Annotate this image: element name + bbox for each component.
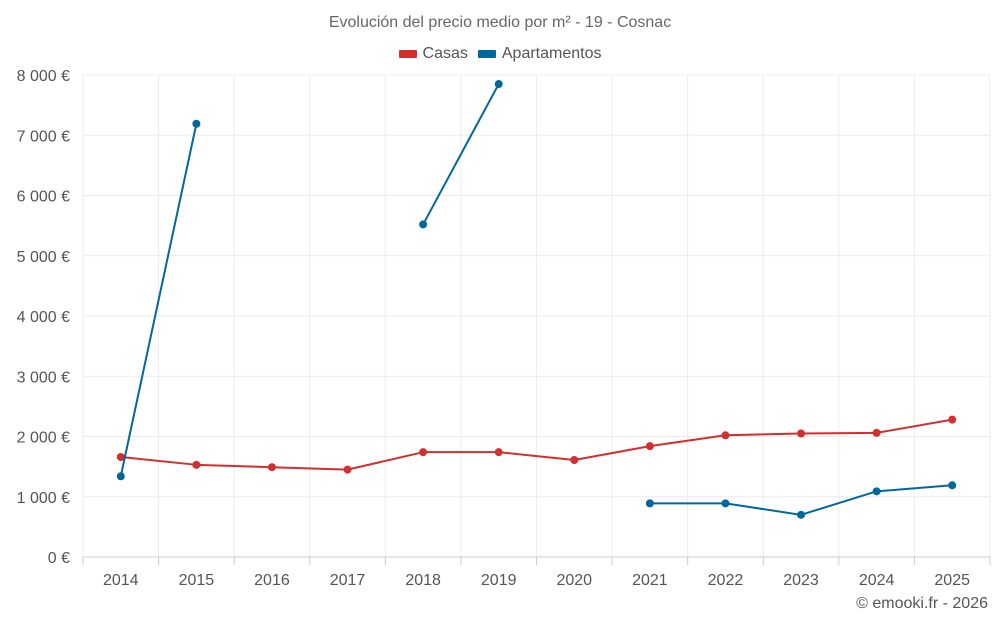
data-point-apartamentos-2015[interactable]: [192, 119, 201, 128]
y-tick-label: 2 000 €: [17, 430, 70, 447]
data-point-casas-2014[interactable]: [116, 452, 125, 461]
x-tick-label: 2021: [632, 572, 668, 589]
data-point-casas-2018[interactable]: [419, 448, 428, 457]
y-tick-label: 6 000 €: [17, 189, 70, 206]
x-tick-label: 2023: [783, 572, 819, 589]
data-point-casas-2016[interactable]: [267, 463, 276, 472]
x-tick-label: 2018: [405, 572, 441, 589]
x-tick-label: 2015: [179, 572, 215, 589]
y-tick-label: 7 000 €: [17, 128, 70, 145]
data-point-casas-2021[interactable]: [645, 442, 654, 451]
data-point-apartamentos-2025[interactable]: [948, 481, 957, 490]
series-line-casas: [120, 418, 953, 471]
data-point-casas-2023[interactable]: [797, 429, 806, 438]
x-tick-label: 2016: [254, 572, 290, 589]
legend-item-apartamentos[interactable]: Apartamentos: [477, 45, 602, 63]
y-tick-label: 0 €: [48, 550, 70, 567]
data-point-casas-2015[interactable]: [192, 460, 201, 469]
data-point-apartamentos-2019[interactable]: [494, 80, 503, 89]
chart-title: Evolución del precio medio por m² - 19 -…: [328, 14, 672, 31]
data-point-apartamentos-2024[interactable]: [872, 487, 881, 496]
data-point-apartamentos-2021[interactable]: [645, 499, 654, 508]
data-point-apartamentos-2022[interactable]: [721, 499, 730, 508]
data-point-casas-2019[interactable]: [494, 448, 503, 457]
data-point-casas-2017[interactable]: [343, 465, 352, 474]
data-point-casas-2025[interactable]: [948, 415, 957, 424]
series-line-apartamentos: [422, 83, 500, 225]
y-tick-label: 5 000 €: [17, 249, 70, 266]
x-tick-label: 2014: [103, 572, 139, 589]
legend: Casas Apartamentos: [0, 45, 1000, 63]
data-point-casas-2020[interactable]: [570, 455, 579, 464]
legend-label-casas: Casas: [422, 45, 468, 62]
data-point-apartamentos-2023[interactable]: [797, 510, 806, 519]
y-tick-label: 4 000 €: [17, 309, 70, 326]
data-point-apartamentos-2014[interactable]: [116, 472, 125, 481]
y-tick-label: 8 000 €: [17, 68, 70, 85]
x-tick-label: 2022: [708, 572, 744, 589]
series-line-apartamentos: [649, 484, 953, 516]
legend-item-casas[interactable]: Casas: [398, 45, 468, 63]
data-point-casas-2022[interactable]: [721, 431, 730, 440]
y-tick-label: 1 000 €: [17, 490, 70, 507]
x-tick-label: 2019: [481, 572, 517, 589]
x-tick-label: 2020: [556, 572, 592, 589]
x-tick-label: 2017: [330, 572, 366, 589]
data-point-apartamentos-2018[interactable]: [419, 220, 428, 229]
credit: © emooki.fr - 2026: [856, 595, 988, 612]
series-line-apartamentos: [119, 123, 198, 477]
legend-swatch-apartamentos: [477, 50, 496, 58]
data-point-casas-2024[interactable]: [872, 428, 881, 437]
y-tick-label: 3 000 €: [17, 369, 70, 386]
x-tick-label: 2024: [859, 572, 895, 589]
legend-swatch-casas: [398, 50, 417, 58]
x-tick-label: 2025: [934, 572, 970, 589]
legend-label-apartamentos: Apartamentos: [501, 45, 602, 62]
